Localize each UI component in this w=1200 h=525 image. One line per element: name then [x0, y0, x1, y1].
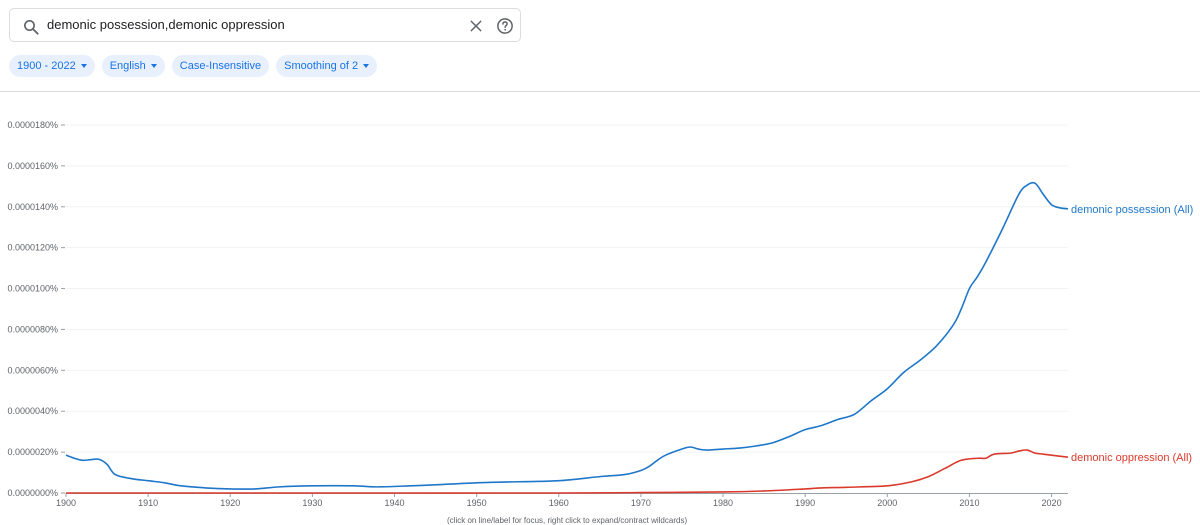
y-tick-label: 0.0000060%: [7, 365, 58, 375]
y-tick-label: 0.0000160%: [7, 161, 58, 171]
case-insensitive-chip[interactable]: Case-Insensitive: [171, 55, 270, 77]
x-tick-label: 1910: [138, 498, 158, 508]
x-tick-label: 1900: [56, 498, 76, 508]
smoothing-chip[interactable]: Smoothing of 2: [276, 55, 378, 77]
x-tick-label: 1940: [385, 498, 405, 508]
chevron-down-icon: [80, 64, 87, 68]
smoothing-label: Smoothing of 2: [284, 60, 359, 72]
y-tick-label: 0.0000180%: [7, 120, 58, 130]
case-insensitive-label: Case-Insensitive: [179, 60, 262, 72]
x-tick-label: 2000: [877, 498, 897, 508]
series-label-1[interactable]: demonic oppression (All): [1071, 452, 1192, 464]
ngram-chart: 0.0000000% 0.0000020% 0.0000040% 0.0000060%…: [7, 120, 1193, 508]
corpus-label: English: [109, 60, 146, 72]
corpus-chip[interactable]: English: [101, 55, 165, 77]
x-tick-label: 2020: [1042, 498, 1062, 508]
search-box[interactable]: demonic possession,demonic oppression: [9, 8, 521, 42]
x-tick-label: 1980: [713, 498, 733, 508]
y-tick-label: 0.0000020%: [7, 447, 58, 457]
series-line-1[interactable]: [66, 449, 1069, 494]
x-tick-label: 1970: [631, 498, 651, 508]
y-tick-label: 0.0000080%: [7, 324, 58, 334]
x-tick-label: 1920: [220, 498, 240, 508]
search-input[interactable]: demonic possession,demonic oppression: [47, 17, 285, 32]
x-tick-label: 2010: [959, 498, 979, 508]
chevron-down-icon: [150, 64, 157, 68]
close-icon[interactable]: [468, 18, 484, 34]
year-range-chip[interactable]: 1900 - 2022: [9, 55, 95, 77]
series-line-0[interactable]: [65, 181, 1069, 490]
help-icon[interactable]: [496, 17, 514, 35]
filter-chips: 1900 - 2022 English Case-Insensitive Smo…: [9, 55, 378, 77]
y-tick-label: 0.0000140%: [7, 202, 58, 212]
x-tick-label: 1930: [302, 498, 322, 508]
y-tick-label: 0.0000120%: [7, 243, 58, 253]
year-range-label: 1900 - 2022: [17, 60, 76, 72]
chevron-down-icon: [363, 64, 370, 68]
divider: [0, 91, 1200, 92]
search-icon: [24, 20, 39, 35]
x-tick-label: 1950: [467, 498, 487, 508]
chart-footnote: (click on line/label for focus, right cl…: [447, 516, 688, 525]
series-label-0[interactable]: demonic possession (All): [1071, 204, 1193, 216]
x-tick-label: 1960: [549, 498, 569, 508]
y-tick-label: 0.0000040%: [7, 406, 58, 416]
x-tick-label: 1990: [795, 498, 815, 508]
y-tick-label: 0.0000000%: [7, 488, 58, 498]
y-tick-label: 0.0000100%: [7, 284, 58, 294]
